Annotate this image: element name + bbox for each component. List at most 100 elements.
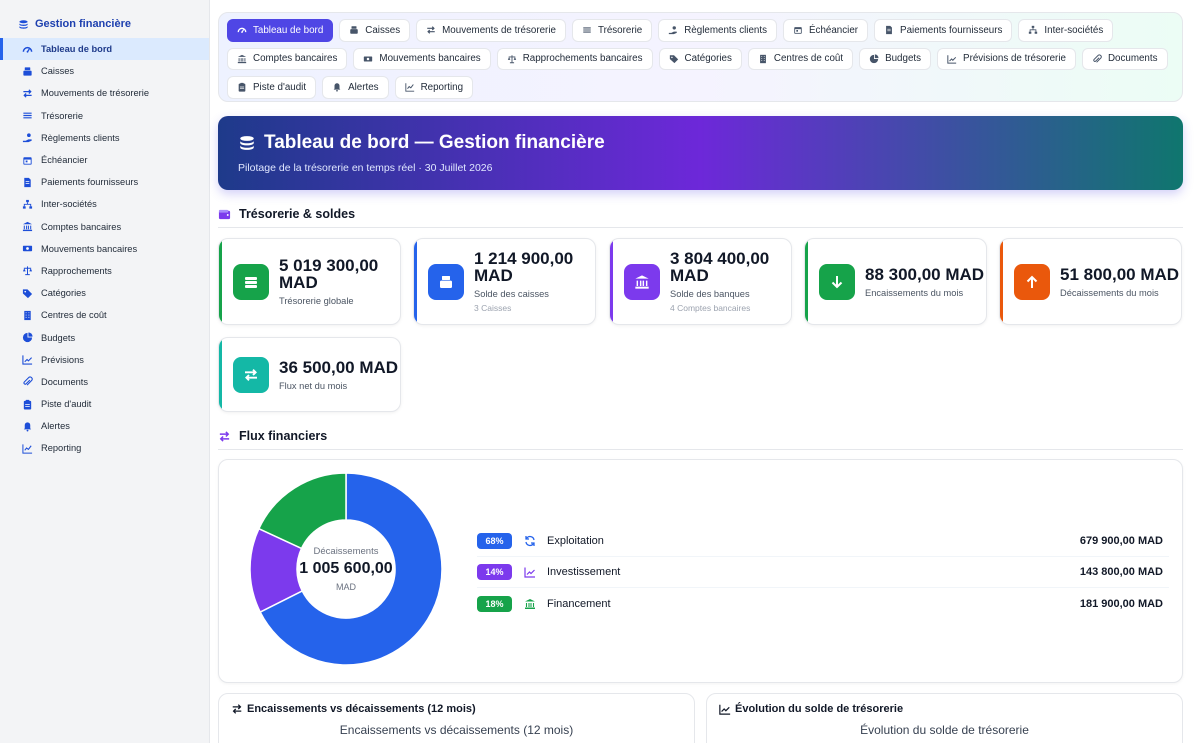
sidebar-item-lines[interactable]: Trésorerie xyxy=(0,105,209,127)
tab-label: Paiements fournisseurs xyxy=(900,24,1003,36)
arrows-exchange-icon xyxy=(218,430,231,443)
hand-coin-icon xyxy=(668,25,678,35)
section-treasury-header: Trésorerie & soldes xyxy=(218,207,1183,228)
sidebar-menu: Tableau de bord Caisses Mouvements de trés… xyxy=(0,38,209,460)
lines-icon xyxy=(582,25,592,35)
arrow-up-icon xyxy=(1014,263,1050,300)
kpi-card: 1 214 900,00 MAD Solde des caisses 3 Caiss… xyxy=(413,238,596,325)
sidebar-item-label: Inter-sociétés xyxy=(41,199,97,210)
tab-scale[interactable]: Rapprochements bancaires xyxy=(496,47,653,70)
donut-slice-exploitation[interactable] xyxy=(259,472,443,666)
donut-svg xyxy=(249,472,443,666)
sidebar-item-invoice[interactable]: Paiements fournisseurs xyxy=(0,171,209,193)
tab-pie[interactable]: Budgets xyxy=(859,47,932,70)
tab-trend[interactable]: Prévisions de trésorerie xyxy=(937,47,1076,70)
kpi-value: 1 214 900,00 MAD xyxy=(474,249,574,285)
sidebar-item-tags[interactable]: Catégories xyxy=(0,282,209,304)
flux-category-value: 181 900,00 MAD xyxy=(1079,597,1163,610)
sidebar-item-label: Piste d'audit xyxy=(41,399,92,410)
nav-row-1: Tableau de bord Caisses Mouvements de trés… xyxy=(227,19,1174,42)
tab-network[interactable]: Inter-sociétés xyxy=(1018,19,1114,42)
calendar-icon xyxy=(793,25,803,35)
tab-gauge[interactable]: Tableau de bord xyxy=(227,19,334,42)
flux-legend-row: 14% Investissement 143 800,00 MAD xyxy=(477,557,1169,588)
clipboard-icon xyxy=(22,399,33,410)
tab-label: Reporting xyxy=(420,81,464,93)
wallet-icon xyxy=(218,208,231,221)
cash-register-icon xyxy=(22,66,33,77)
kpi-body: 36 500,00 MAD Flux net du mois xyxy=(279,359,398,391)
tab-paperclip[interactable]: Documents xyxy=(1081,47,1168,70)
kpi-value: 5 019 300,00 MAD xyxy=(279,256,379,292)
tab-money-bill[interactable]: Mouvements bancaires xyxy=(353,47,491,70)
tab-lines[interactable]: Trésorerie xyxy=(571,19,653,42)
arrows-exchange-icon xyxy=(233,356,269,393)
network-icon xyxy=(22,199,33,210)
tab-label: Centres de coût xyxy=(773,53,844,65)
tab-label: Prévisions de trésorerie xyxy=(963,53,1066,65)
paperclip-icon xyxy=(1092,54,1102,64)
tab-arrows-exchange[interactable]: Mouvements de trésorerie xyxy=(416,19,566,42)
tab-hand-coin[interactable]: Règlements clients xyxy=(658,19,778,42)
tab-label: Budgets xyxy=(885,53,922,65)
kpi-label: Solde des caisses xyxy=(474,289,549,299)
donut-slice-financement[interactable] xyxy=(257,472,347,550)
building-icon xyxy=(22,310,33,321)
tab-chart[interactable]: Reporting xyxy=(394,76,474,99)
hero-banner: Tableau de bord — Gestion financière Pil… xyxy=(218,116,1183,190)
tab-label: Comptes bancaires xyxy=(253,53,338,65)
chart-icon xyxy=(404,82,415,92)
sidebar-item-scale[interactable]: Rapprochements xyxy=(0,260,209,282)
sidebar-item-chart[interactable]: Reporting xyxy=(0,437,209,459)
bell-icon xyxy=(332,82,342,92)
building-icon xyxy=(758,54,768,64)
tab-invoice[interactable]: Paiements fournisseurs xyxy=(874,19,1013,42)
trend-icon xyxy=(719,703,731,715)
sidebar-item-hand-coin[interactable]: Règlements clients xyxy=(0,127,209,149)
kpi-body: 3 804 400,00 MAD Solde des banques 4 Compt… xyxy=(670,250,791,313)
chart-card-balance: Évolution du solde de trésorerie Évoluti… xyxy=(706,693,1183,743)
tab-label: Règlements clients xyxy=(684,24,768,36)
tab-tags[interactable]: Catégories xyxy=(658,47,742,70)
sidebar-brand: Gestion financière xyxy=(0,14,209,38)
nav-row-3: Piste d'audit Alertes Reporting xyxy=(227,76,1174,99)
sidebar-item-gauge[interactable]: Tableau de bord xyxy=(0,38,209,61)
sidebar-item-clipboard[interactable]: Piste d'audit xyxy=(0,393,209,415)
donut-center: Décaissements 1 005 600,00 MAD xyxy=(249,472,443,666)
kpi-body: 5 019 300,00 MAD Trésorerie globale xyxy=(279,257,400,306)
sidebar-item-cash-register[interactable]: Caisses xyxy=(0,60,209,82)
sidebar-item-bell[interactable]: Alertes xyxy=(0,415,209,437)
kpi-label: Flux net du mois xyxy=(279,380,348,391)
sidebar-item-pie[interactable]: Budgets xyxy=(0,326,209,348)
sidebar-item-label: Règlements clients xyxy=(41,132,120,143)
sidebar-item-network[interactable]: Inter-sociétés xyxy=(0,193,209,215)
cash-register-icon xyxy=(349,25,359,35)
chart-card-cashflow-title: Encaissements vs décaissements (12 mois) xyxy=(231,703,682,715)
trend-icon xyxy=(22,354,33,365)
tab-calendar[interactable]: Échéancier xyxy=(783,19,869,42)
sidebar-item-paperclip[interactable]: Documents xyxy=(0,371,209,393)
sidebar-item-calendar[interactable]: Échéancier xyxy=(0,149,209,171)
sidebar-item-building[interactable]: Centres de coût xyxy=(0,304,209,326)
tab-building[interactable]: Centres de coût xyxy=(747,47,854,70)
percent-badge: 14% xyxy=(477,564,512,580)
section-flux-title: Flux financiers xyxy=(239,429,328,443)
tab-bank[interactable]: Comptes bancaires xyxy=(227,47,348,70)
money-bill-icon xyxy=(22,243,33,254)
tab-label: Documents xyxy=(1107,53,1158,65)
sidebar-item-label: Trésorerie xyxy=(41,110,84,121)
tab-cash-register[interactable]: Caisses xyxy=(339,19,411,42)
kpi-card: 3 804 400,00 MAD Solde des banques 4 Compt… xyxy=(609,238,792,325)
tab-bell[interactable]: Alertes xyxy=(322,76,389,99)
chart-icon xyxy=(22,443,33,454)
tags-icon xyxy=(22,288,33,299)
sidebar-item-trend[interactable]: Prévisions xyxy=(0,349,209,371)
arrows-exchange-icon xyxy=(426,25,436,35)
tab-clipboard[interactable]: Piste d'audit xyxy=(227,76,317,99)
flux-category-name: Investissement xyxy=(547,566,621,578)
hand-coin-icon xyxy=(22,132,33,143)
sidebar-item-arrows-exchange[interactable]: Mouvements de trésorerie xyxy=(0,82,209,104)
sidebar-item-bank[interactable]: Comptes bancaires xyxy=(0,216,209,238)
sidebar-item-money-bill[interactable]: Mouvements bancaires xyxy=(0,238,209,260)
sidebar-item-label: Mouvements bancaires xyxy=(41,243,138,254)
